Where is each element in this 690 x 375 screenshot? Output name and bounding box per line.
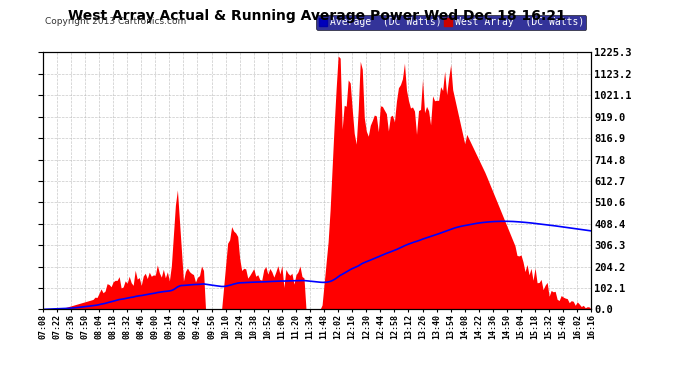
Legend: Average  (DC Watts), West Array  (DC Watts): Average (DC Watts), West Array (DC Watts…	[317, 15, 586, 30]
Text: Copyright 2013 Cartronics.com: Copyright 2013 Cartronics.com	[45, 17, 186, 26]
Text: West Array Actual & Running Average Power Wed Dec 18 16:21: West Array Actual & Running Average Powe…	[68, 9, 566, 23]
